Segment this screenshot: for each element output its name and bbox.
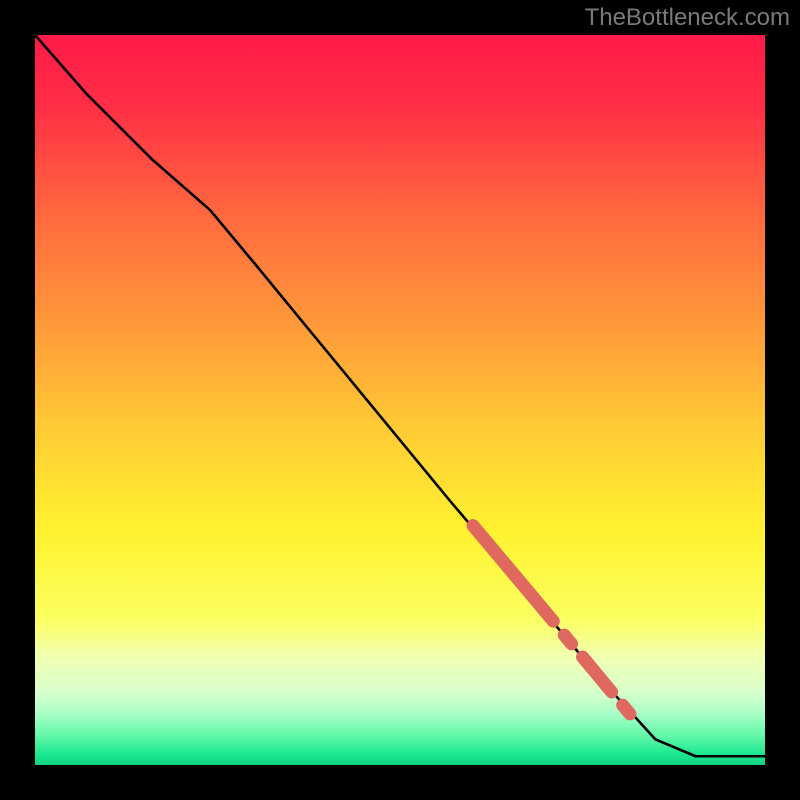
watermark-text: TheBottleneck.com [585, 4, 790, 32]
chart-canvas: TheBottleneck.com [0, 0, 800, 800]
plot-area [35, 35, 765, 765]
